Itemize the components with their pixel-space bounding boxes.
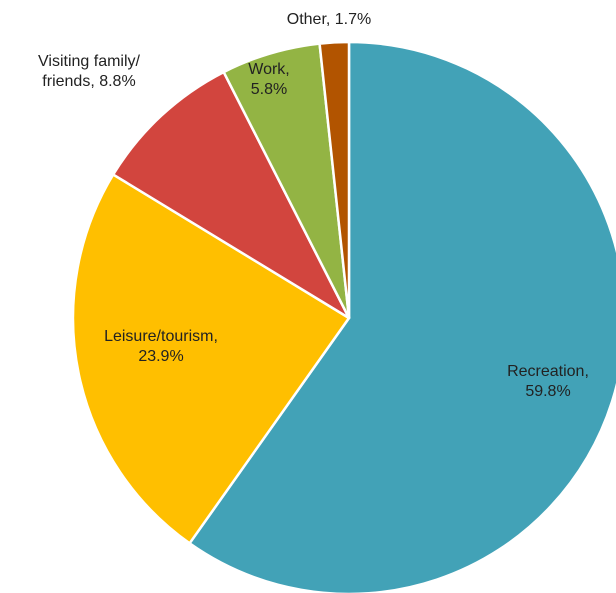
slice-label-leisure-tourism: Leisure/tourism, 23.9% (104, 328, 218, 365)
slice-label-line: Other, 1.7% (287, 11, 372, 28)
pie-slice-other (318, 40, 351, 320)
slice-label-line: 23.9% (138, 348, 183, 365)
slice-label-other: Other, 1.7% (287, 11, 372, 28)
slice-label-line: Work, (248, 61, 289, 78)
slice-label-line: Visiting family/ (38, 53, 141, 70)
pie-slice-visiting-family-friends (111, 70, 351, 320)
pie-slice-leisure-tourism (71, 173, 351, 545)
slice-label-line: Leisure/tourism, (104, 328, 218, 345)
slice-label-recreation: Recreation, 59.8% (507, 363, 589, 400)
slice-label-line: 59.8% (525, 383, 570, 400)
slice-label-line: Recreation, (507, 363, 589, 380)
slice-label-visiting-family-friends: Visiting family/friends, 8.8% (38, 53, 141, 90)
slice-label-line: friends, 8.8% (42, 73, 135, 90)
slice-label-work: Work, 5.8% (248, 61, 289, 98)
slice-label-line: 5.8% (251, 81, 287, 98)
pie-slice-recreation (188, 40, 616, 593)
